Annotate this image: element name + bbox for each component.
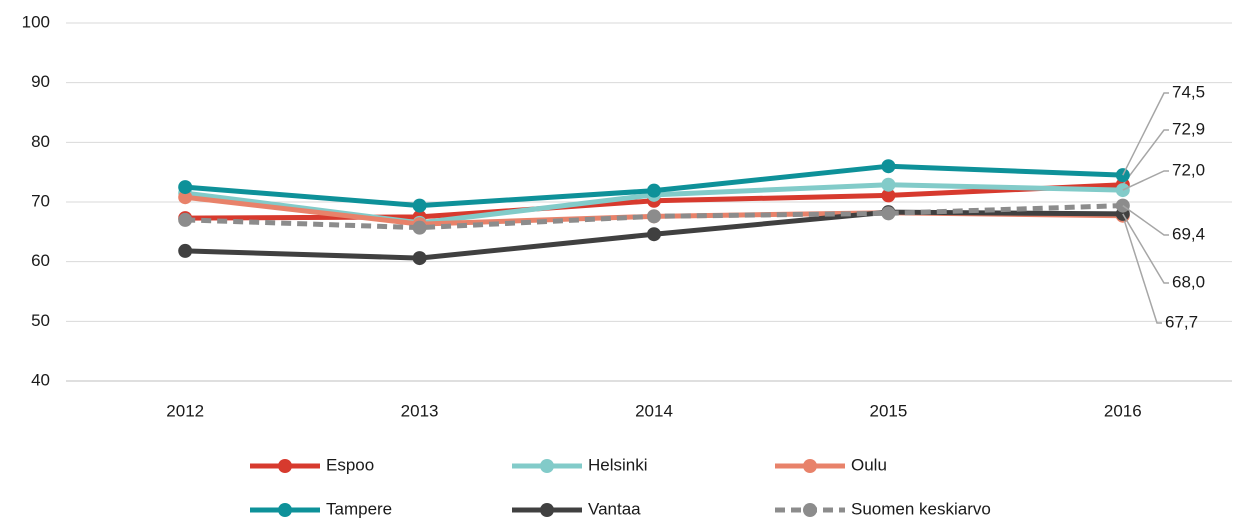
legend-marker [540, 459, 554, 473]
x-tick-label: 2014 [635, 401, 673, 420]
data-label: 74,5 [1172, 82, 1205, 101]
legend-label: Vantaa [588, 499, 641, 518]
y-tick-label: 90 [31, 72, 50, 91]
point [881, 206, 896, 221]
data-label: 72,0 [1172, 160, 1205, 179]
y-tick-label: 80 [31, 132, 50, 151]
leader-line [1122, 92, 1169, 176]
legend-marker [803, 459, 817, 473]
legend-marker [278, 459, 292, 473]
point [881, 188, 896, 203]
legend-label: Espoo [326, 455, 374, 474]
legend-label: Helsinki [588, 455, 648, 474]
point [647, 209, 661, 224]
y-tick-label: 70 [31, 191, 50, 210]
data-label: 69,4 [1172, 224, 1205, 243]
y-tick-label: 40 [31, 370, 50, 389]
y-tick-label: 50 [31, 311, 50, 330]
x-tick-label: 2016 [1104, 401, 1142, 420]
y-tick-label: 100 [22, 12, 50, 31]
point [412, 220, 427, 235]
point [178, 212, 193, 227]
x-tick-label: 2012 [166, 401, 204, 420]
point [178, 243, 193, 258]
legend-marker [540, 503, 554, 517]
legend-label: Oulu [851, 455, 887, 474]
point [881, 177, 896, 192]
legend-marker [803, 503, 817, 517]
leader-line [1122, 213, 1169, 284]
x-tick-label: 2015 [869, 401, 907, 420]
leader-line [1122, 129, 1169, 186]
x-tick-label: 2013 [401, 401, 439, 420]
data-label: 68,0 [1172, 272, 1205, 291]
data-label: 67,7 [1165, 312, 1198, 331]
leader-line [1122, 170, 1169, 191]
point [881, 159, 896, 174]
point [647, 227, 661, 242]
point [647, 183, 661, 198]
y-tick-label: 60 [31, 251, 50, 270]
legend-label: Suomen keskiarvo [851, 499, 991, 518]
data-label: 72,9 [1172, 119, 1205, 138]
point [412, 251, 427, 266]
point [178, 180, 193, 195]
point [178, 190, 193, 205]
leader-line [1122, 204, 1169, 236]
legend-label: Tampere [326, 499, 392, 518]
legend-marker [278, 503, 292, 517]
point [412, 198, 427, 213]
leader-line [1122, 215, 1162, 324]
